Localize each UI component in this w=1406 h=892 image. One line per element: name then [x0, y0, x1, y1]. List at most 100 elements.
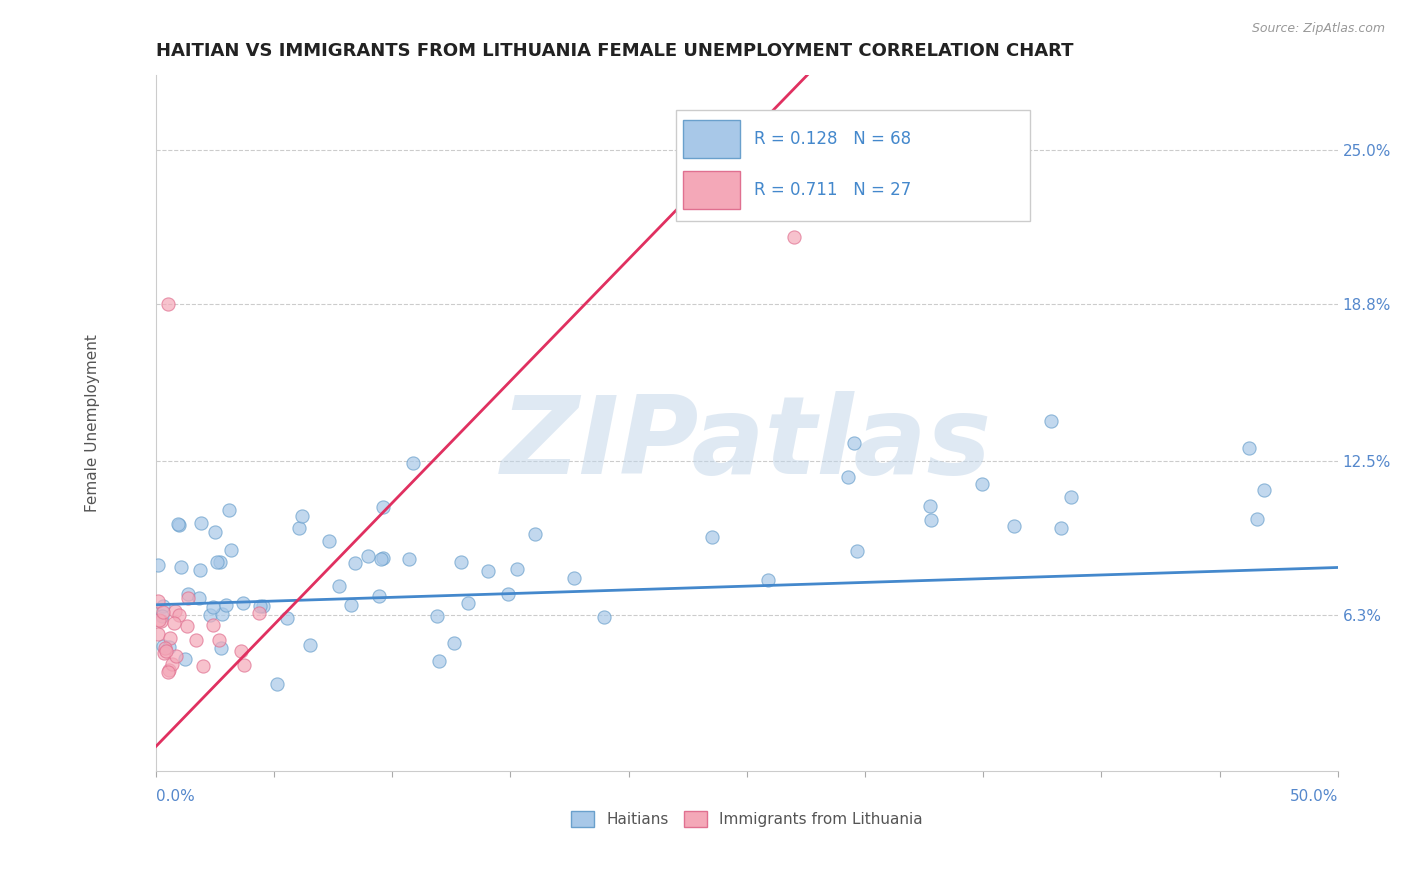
Point — [592, 609, 614, 624]
Point — [159, 632, 181, 646]
Point — [266, 677, 288, 691]
Point — [837, 470, 859, 484]
Point — [756, 573, 779, 587]
Point — [339, 599, 361, 613]
Point — [562, 571, 585, 585]
Point — [443, 635, 465, 649]
Point — [167, 608, 190, 623]
Point — [148, 613, 170, 627]
Point — [208, 633, 231, 648]
Point — [201, 599, 224, 614]
Point — [370, 552, 392, 566]
Point — [496, 586, 519, 600]
Point — [166, 516, 188, 531]
Point — [152, 606, 174, 620]
Point — [318, 533, 340, 548]
Point — [148, 627, 170, 641]
Point — [148, 593, 170, 607]
Text: Source: ZipAtlas.com: Source: ZipAtlas.com — [1251, 22, 1385, 36]
Point — [187, 591, 209, 606]
Point — [1253, 483, 1275, 497]
Text: ZIPatlas: ZIPatlas — [502, 392, 993, 497]
Point — [247, 606, 270, 620]
Point — [148, 558, 170, 573]
Point — [1059, 490, 1081, 504]
Point — [188, 563, 211, 577]
Point — [163, 604, 186, 618]
Point — [344, 556, 367, 570]
Point — [177, 586, 200, 600]
Point — [524, 527, 547, 541]
Point — [371, 550, 394, 565]
Point — [845, 544, 868, 558]
Point — [219, 542, 242, 557]
Point — [426, 608, 449, 623]
Point — [165, 648, 187, 663]
Point — [356, 549, 378, 563]
Point — [249, 599, 271, 614]
Point — [156, 297, 179, 311]
Point — [150, 614, 173, 628]
Point — [174, 651, 197, 665]
Point — [291, 508, 314, 523]
Point — [157, 663, 180, 677]
Point — [208, 555, 231, 569]
Point — [232, 596, 254, 610]
Point — [1002, 519, 1025, 533]
Point — [184, 633, 207, 648]
Point — [457, 596, 479, 610]
Point — [842, 436, 865, 450]
Point — [1049, 521, 1071, 535]
Point — [218, 503, 240, 517]
Legend: Haitians, Immigrants from Lithuania: Haitians, Immigrants from Lithuania — [565, 805, 929, 833]
Point — [1237, 442, 1260, 456]
Point — [200, 607, 222, 622]
Point — [505, 562, 527, 576]
Point — [157, 640, 180, 654]
Point — [177, 591, 200, 605]
Point — [176, 619, 198, 633]
Point — [169, 560, 191, 574]
Point — [427, 654, 450, 668]
Point — [398, 552, 420, 566]
Point — [783, 229, 806, 244]
Point — [371, 500, 394, 514]
Point — [209, 640, 232, 655]
Y-axis label: Female Unemployment: Female Unemployment — [86, 334, 100, 512]
Point — [153, 641, 176, 656]
Point — [918, 499, 941, 513]
Point — [1246, 512, 1268, 526]
Point — [252, 599, 274, 613]
Point — [152, 599, 174, 614]
Point — [920, 513, 942, 527]
Point — [288, 521, 311, 535]
Point — [232, 658, 254, 673]
Point — [201, 618, 224, 632]
Point — [231, 644, 253, 658]
Point — [450, 556, 472, 570]
Point — [211, 607, 233, 622]
Point — [193, 658, 215, 673]
Point — [160, 657, 183, 672]
Text: 0.0%: 0.0% — [156, 789, 194, 804]
Point — [153, 646, 176, 660]
Text: HAITIAN VS IMMIGRANTS FROM LITHUANIA FEMALE UNEMPLOYMENT CORRELATION CHART: HAITIAN VS IMMIGRANTS FROM LITHUANIA FEM… — [156, 42, 1073, 60]
Point — [205, 555, 228, 569]
Point — [152, 639, 174, 653]
Point — [150, 608, 173, 623]
Point — [156, 665, 179, 679]
Point — [367, 589, 389, 603]
Point — [972, 476, 994, 491]
Point — [276, 611, 298, 625]
Point — [163, 615, 186, 630]
Point — [700, 530, 723, 544]
Point — [298, 638, 321, 652]
Point — [215, 598, 238, 612]
Point — [477, 564, 499, 578]
Point — [204, 524, 226, 539]
Point — [190, 516, 212, 530]
Text: 50.0%: 50.0% — [1289, 789, 1337, 804]
Point — [155, 644, 177, 658]
Point — [328, 579, 350, 593]
Point — [167, 518, 190, 533]
